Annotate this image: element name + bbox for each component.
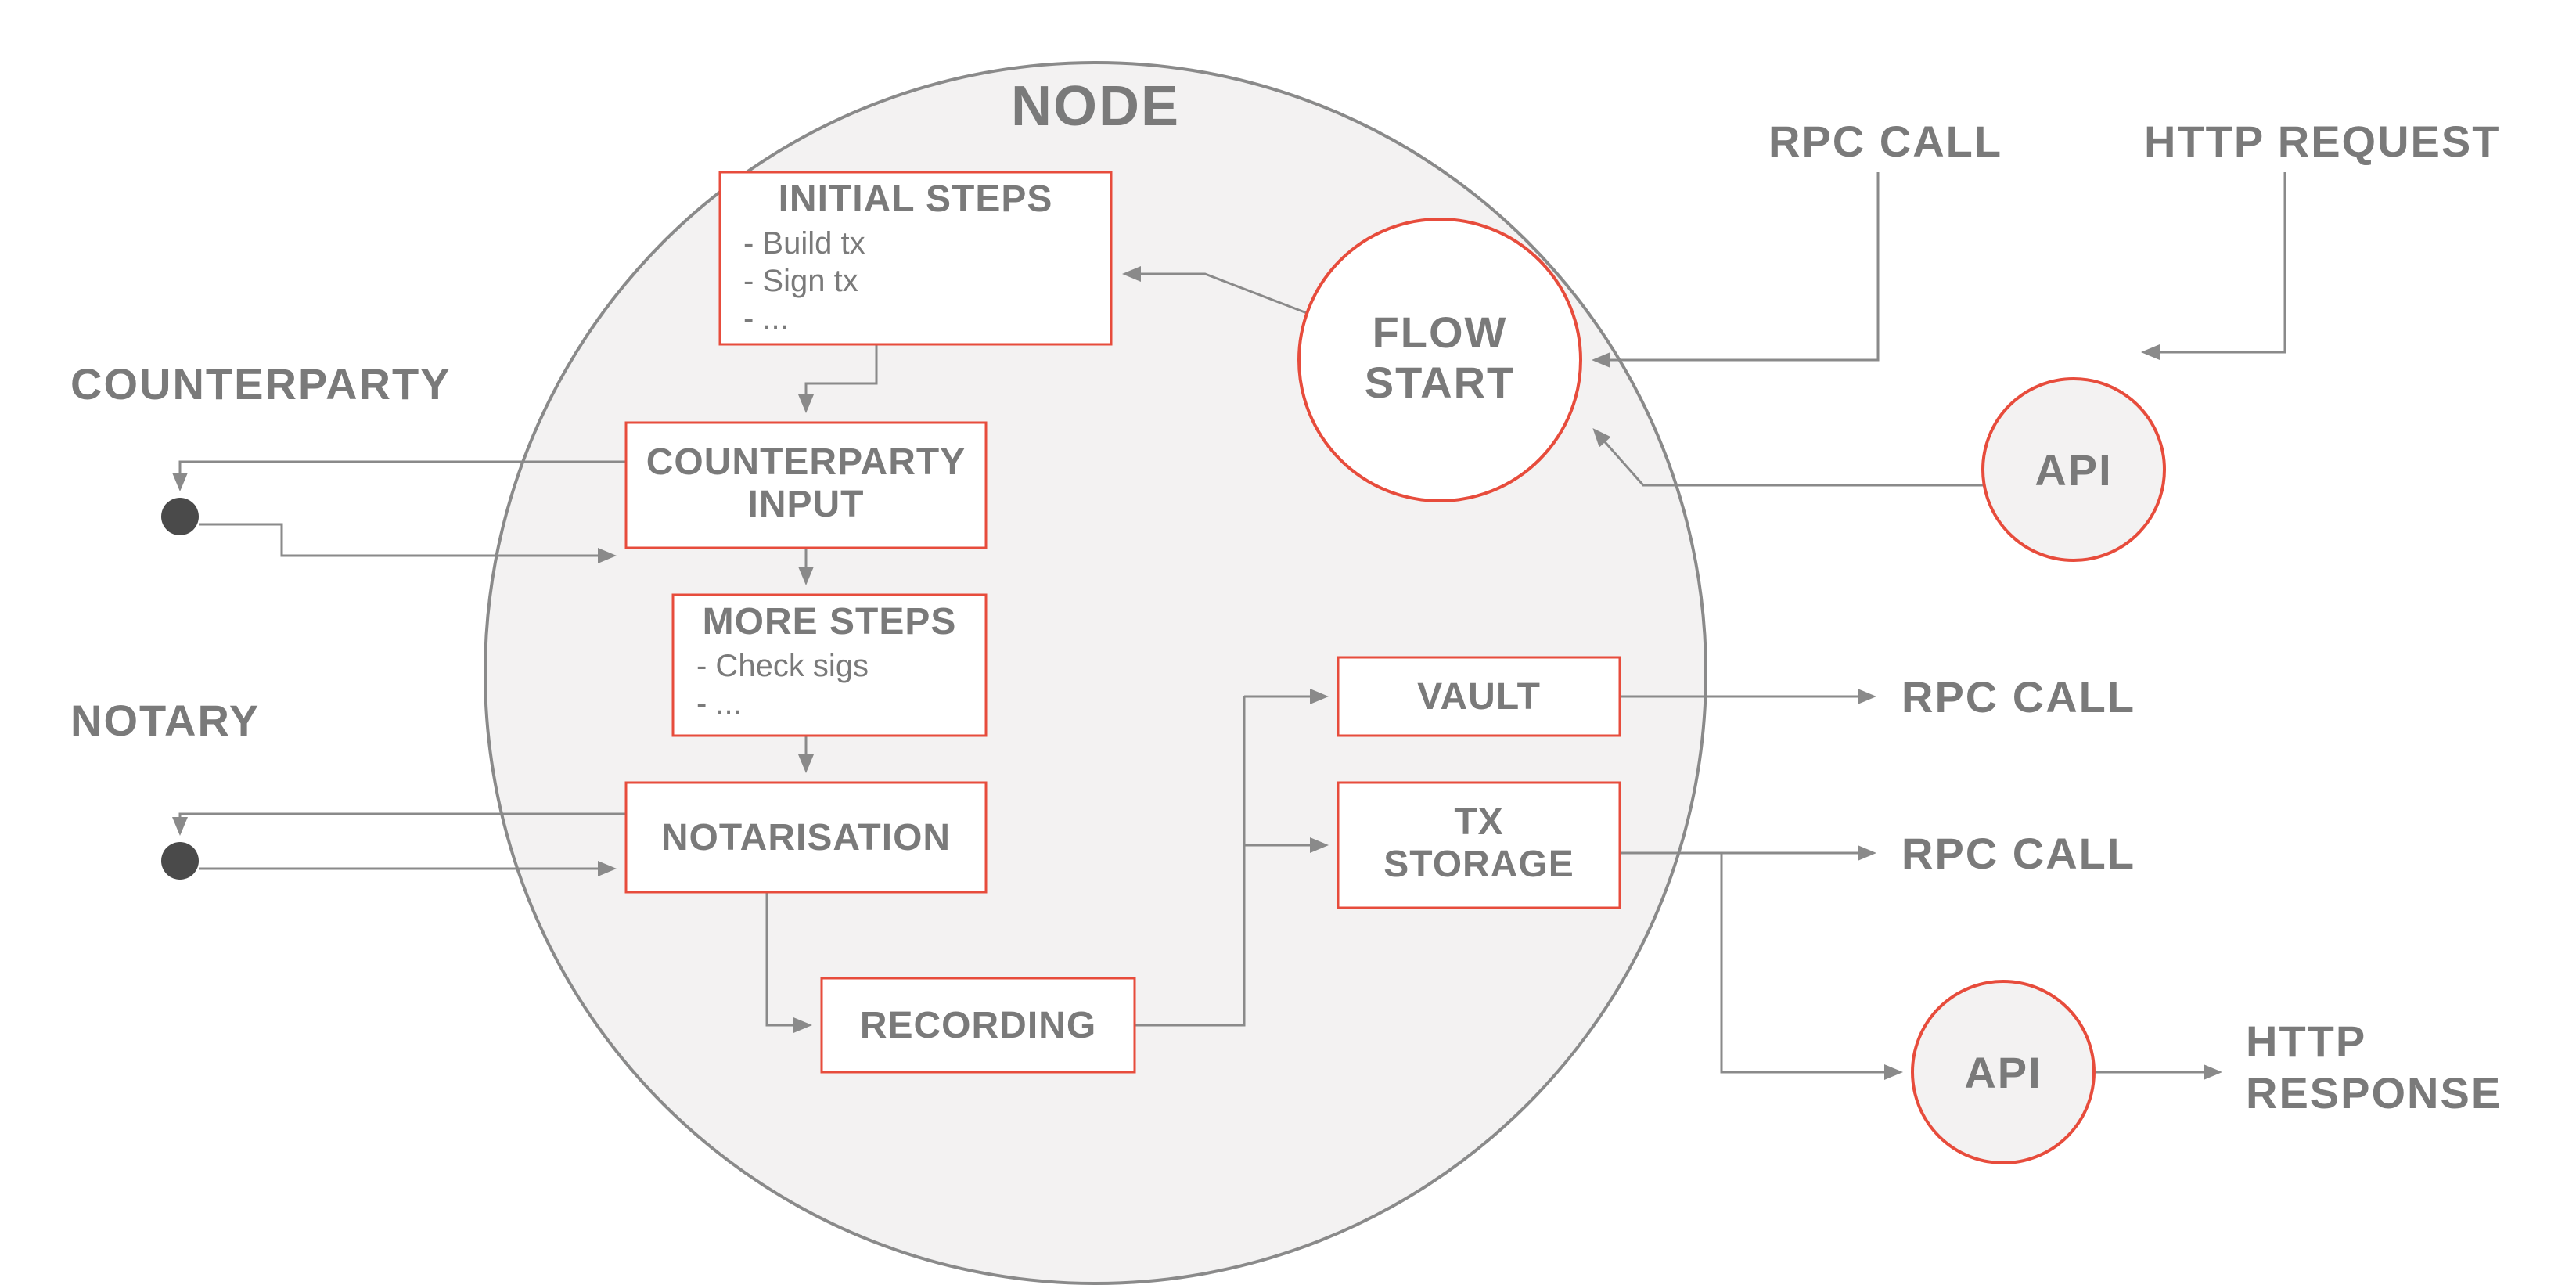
- box-tx-storage: TX STORAGE: [1338, 783, 1620, 908]
- api-bottom-label: API: [1964, 1048, 2042, 1097]
- more-steps-title: MORE STEPS: [703, 601, 957, 642]
- counterparty-dot: [161, 498, 199, 535]
- arrow-rpc-to-flowstart: [1595, 172, 1878, 360]
- initial-steps-bullet-0: - Build tx: [743, 226, 865, 261]
- node-flow-diagram: NODE: [0, 0, 2576, 1285]
- more-steps-bullet-1: - ...: [696, 686, 742, 721]
- flow-start-label-2: START: [1365, 358, 1516, 407]
- vault-title: VAULT: [1417, 676, 1541, 718]
- label-notary: NOTARY: [70, 696, 260, 745]
- cpinput-title-1: COUNTERPARTY: [646, 441, 966, 483]
- cpinput-title-2: INPUT: [748, 484, 865, 525]
- initial-steps-title: INITIAL STEPS: [779, 178, 1053, 220]
- label-http-response-1: HTTP: [2246, 1017, 2366, 1066]
- node-title: NODE: [1011, 75, 1180, 138]
- box-counterparty-input: COUNTERPARTY INPUT: [626, 423, 986, 548]
- initial-steps-bullet-1: - Sign tx: [743, 264, 858, 298]
- label-rpc-out1: RPC CALL: [1901, 672, 2135, 722]
- notary-dot: [161, 842, 199, 880]
- box-recording: RECORDING: [822, 978, 1135, 1072]
- flow-start-label-1: FLOW: [1373, 308, 1508, 357]
- label-counterparty: COUNTERPARTY: [70, 359, 452, 409]
- label-http-request: HTTP REQUEST: [2144, 117, 2500, 166]
- tx-storage-title-1: TX: [1454, 801, 1503, 843]
- box-more-steps: MORE STEPS - Check sigs - ...: [673, 595, 986, 736]
- notarisation-title: NOTARISATION: [661, 817, 951, 858]
- label-http-response-2: RESPONSE: [2246, 1068, 2502, 1118]
- box-vault: VAULT: [1338, 657, 1620, 736]
- box-initial-steps: INITIAL STEPS - Build tx - Sign tx - ...: [720, 172, 1111, 344]
- arrow-http-to-api-top: [2144, 172, 2285, 352]
- tx-storage-title-2: STORAGE: [1383, 844, 1574, 885]
- label-rpc-out2: RPC CALL: [1901, 829, 2135, 878]
- arrow-tx-to-api-bottom: [1722, 853, 1900, 1072]
- api-top-label: API: [2035, 445, 2112, 495]
- label-rpc-in: RPC CALL: [1768, 117, 2002, 166]
- box-notarisation: NOTARISATION: [626, 783, 986, 892]
- initial-steps-bullet-2: - ...: [743, 301, 789, 336]
- more-steps-bullet-0: - Check sigs: [696, 649, 869, 683]
- recording-title: RECORDING: [860, 1005, 1096, 1046]
